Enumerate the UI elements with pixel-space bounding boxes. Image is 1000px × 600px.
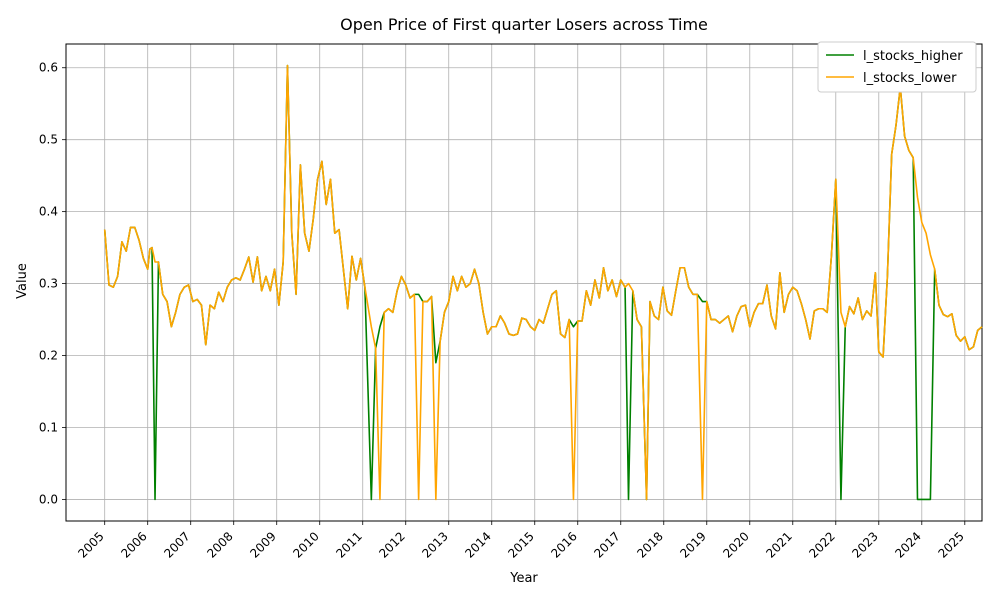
plot-area-border	[65, 43, 983, 522]
legend: l_stocks_higher l_stocks_lower	[817, 41, 977, 93]
x-tick-label: 2023	[849, 529, 880, 560]
x-tick-label: 2008	[204, 529, 235, 560]
grid	[66, 44, 982, 521]
x-tick-label: 2006	[118, 529, 149, 560]
x-tick-label: 2012	[376, 529, 407, 560]
y-ticks: 0.0 0.1 0.2 0.3 0.4 0.5 0.6	[39, 61, 66, 506]
y-tick-label: 0.0	[39, 492, 58, 506]
x-tick-label: 2018	[634, 529, 665, 560]
chart-title: Open Price of First quarter Losers acros…	[340, 15, 708, 34]
x-tick-label: 2022	[806, 529, 837, 560]
x-tick-label: 2011	[333, 529, 364, 560]
x-tick-label: 2010	[290, 529, 321, 560]
series-layer	[103, 64, 983, 501]
x-tick-label: 2005	[75, 529, 106, 560]
legend-label-higher: l_stocks_higher	[863, 49, 963, 64]
x-tick-label: 2020	[720, 529, 751, 560]
x-tick-label: 2014	[462, 529, 493, 560]
x-axis-label: Year	[509, 571, 538, 586]
legend-box	[817, 41, 977, 93]
y-tick-label: 0.2	[39, 349, 58, 363]
x-tick-label: 2015	[505, 529, 536, 560]
x-tick-label: 2016	[548, 529, 579, 560]
axes-frame	[65, 43, 983, 522]
x-tick-label: 2007	[161, 529, 192, 560]
x-tick-label: 2024	[892, 529, 923, 560]
x-tick-label: 2009	[247, 529, 278, 560]
legend-label-lower: l_stocks_lower	[863, 71, 957, 86]
series-line-l_stocks_higher	[103, 64, 983, 501]
y-tick-label: 0.3	[39, 277, 58, 291]
x-tick-label: 2021	[763, 529, 794, 560]
x-tick-label: 2025	[935, 529, 966, 560]
y-axis-label: Value	[15, 263, 30, 299]
x-tick-label: 2013	[419, 529, 450, 560]
y-tick-label: 0.5	[39, 133, 58, 147]
y-tick-label: 0.6	[39, 61, 58, 75]
series-line-l_stocks_lower	[103, 64, 983, 501]
x-tick-label: 2017	[591, 529, 622, 560]
y-tick-label: 0.1	[39, 420, 58, 434]
x-ticks: 2005 2006 2007 2008 2009 2010 2011 2012 2013 2014…	[75, 521, 967, 561]
x-tick-label: 2019	[677, 529, 708, 560]
y-tick-label: 0.4	[39, 205, 58, 219]
